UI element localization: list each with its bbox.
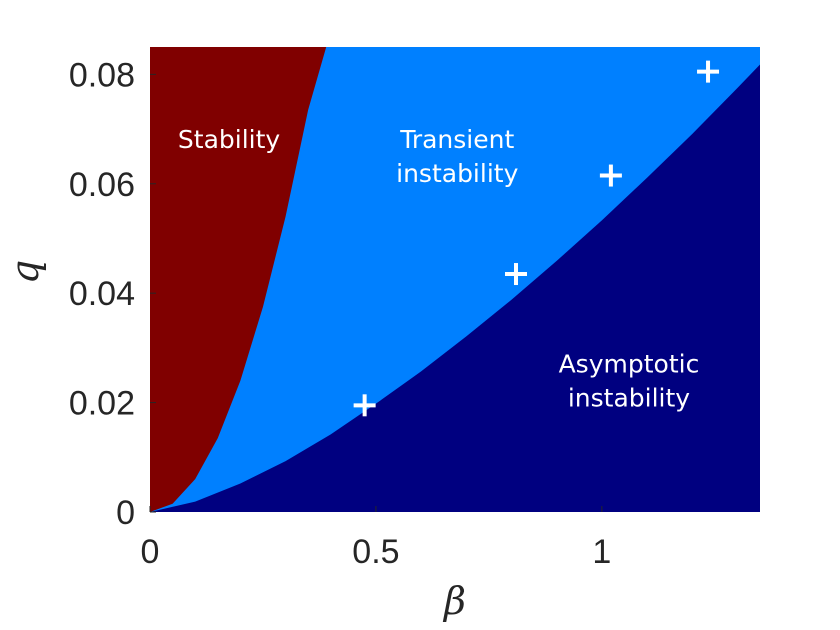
y-tick-label: 0 [116,494,135,532]
y-tick-label: 0.04 [69,275,135,313]
region-label-line: Asymptotic [559,350,700,379]
plus-marker [599,164,622,187]
region-label-line: instability [396,159,518,188]
plot-area [150,47,760,512]
region-stability [150,47,327,512]
y-axis-label: q [3,260,47,284]
region-label-stability: Stability [178,125,281,154]
plus-marker [505,263,527,286]
region-label-asymptotic-instability: Asymptotic instability [559,350,700,413]
region-transient-instability [150,47,760,512]
x-tick-label: 0 [141,533,160,571]
plus-marker [697,60,720,83]
y-tick-label: 0.02 [69,385,135,423]
region-label-transient-instability: Transient instability [396,125,518,188]
y-tick-label: 0.06 [69,166,135,204]
x-tick-label: 1 [592,533,611,571]
x-tick-label: 0.5 [352,533,399,571]
marker-group [353,60,720,417]
x-tick-group: 0 0.5 1 [141,506,611,571]
y-tick-label: 0.08 [69,56,135,94]
region-label-group: Stability Transient instability Asymptotic i… [178,125,699,412]
region-label-line: instability [568,384,690,413]
region-label-line: Transient [399,125,514,154]
region-label-line: Stability [178,125,281,154]
x-axis-label: β [442,579,466,623]
plus-marker [353,394,376,417]
y-tick-group: 0 0.02 0.04 0.06 0.08 [69,56,156,532]
